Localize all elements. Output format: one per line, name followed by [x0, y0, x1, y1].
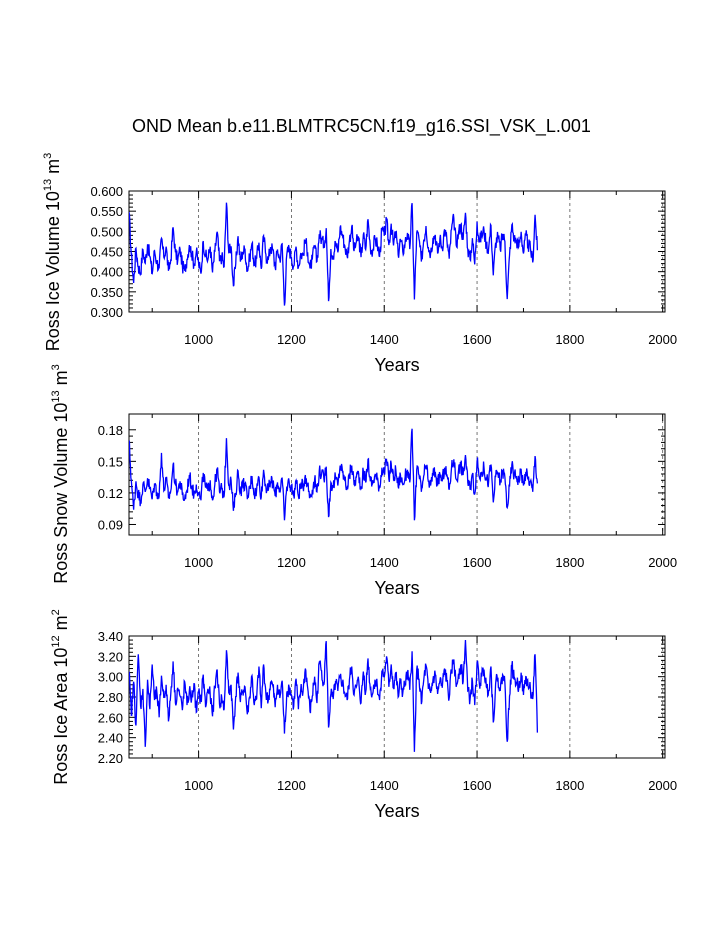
y-tick-label: 0.350 [90, 285, 123, 300]
x-tick-label: 1400 [370, 778, 399, 793]
chart-snow-volume: 0.09 0.12 0.15 0.18 1000 1200 1400 1600 1800 200… [50, 364, 677, 598]
x-tick-label: 1800 [555, 778, 584, 793]
x-tick-labels: 1000 1200 1400 1600 1800 2000 [184, 555, 677, 570]
y-tick-labels: 0.09 0.12 0.15 0.18 [98, 423, 123, 533]
x-tick-label: 2000 [648, 555, 677, 570]
series-line [129, 202, 539, 306]
y-tick-label: 0.09 [98, 517, 123, 532]
x-tick-label: 1600 [463, 332, 492, 347]
x-axis-label: Years [374, 578, 419, 598]
y-tick-label: 0.550 [90, 204, 123, 219]
ticks [129, 635, 665, 759]
x-tick-label: 1200 [277, 778, 306, 793]
series-line [129, 640, 539, 752]
x-tick-labels: 1000 1200 1400 1600 1800 2000 [184, 778, 677, 793]
x-tick-label: 1600 [463, 778, 492, 793]
chart-ice-volume: 0.300 0.350 0.400 0.450 0.500 0.550 0.600 1000… [42, 153, 677, 375]
y-tick-label: 3.40 [98, 629, 123, 644]
x-tick-label: 1000 [184, 332, 213, 347]
plot-area-frame [128, 635, 666, 759]
y-tick-label: 2.20 [98, 751, 123, 766]
x-tick-label: 2000 [648, 332, 677, 347]
chart-ice-area: 2.20 2.40 2.60 2.80 3.00 3.20 3.40 1000 1200 140… [50, 609, 677, 821]
y-tick-label: 0.15 [98, 454, 123, 469]
x-tick-label: 2000 [648, 778, 677, 793]
y-tick-labels: 2.20 2.40 2.60 2.80 3.00 3.20 3.40 [98, 629, 123, 766]
x-tick-label: 1000 [184, 555, 213, 570]
x-tick-label: 1200 [277, 332, 306, 347]
ticks [129, 414, 665, 535]
x-tick-label: 1400 [370, 332, 399, 347]
x-axis-label: Years [374, 801, 419, 821]
plot-area-frame [128, 413, 666, 536]
x-tick-label: 1600 [463, 555, 492, 570]
x-tick-label: 1000 [184, 778, 213, 793]
series-line [129, 428, 539, 521]
y-tick-label: 3.00 [98, 670, 123, 685]
y-tick-label: 0.450 [90, 245, 123, 260]
y-axis-label: Ross Snow Volume 1013 m3 [50, 364, 71, 583]
y-tick-label: 0.400 [90, 265, 123, 280]
x-tick-label: 1200 [277, 555, 306, 570]
y-axis-label: Ross Ice Area 1012 m2 [50, 609, 71, 784]
page-title: OND Mean b.e11.BLMTRC5CN.f19_g16.SSI_VSK… [132, 116, 591, 136]
y-tick-label: 0.600 [90, 184, 123, 199]
x-axis-label: Years [374, 355, 419, 375]
y-tick-label: 0.500 [90, 224, 123, 239]
y-tick-label: 0.18 [98, 423, 123, 438]
x-tick-label: 1800 [555, 555, 584, 570]
x-tick-labels: 1000 1200 1400 1600 1800 2000 [184, 332, 677, 347]
x-tick-label: 1400 [370, 555, 399, 570]
y-tick-label: 2.40 [98, 731, 123, 746]
y-tick-label: 0.300 [90, 305, 123, 320]
x-gridlines [198, 414, 664, 535]
y-tick-label: 2.80 [98, 690, 123, 705]
y-tick-label: 0.12 [98, 486, 123, 501]
y-tick-label: 3.20 [98, 649, 123, 664]
y-tick-labels: 0.300 0.350 0.400 0.450 0.500 0.550 0.600 [90, 184, 123, 320]
x-tick-label: 1800 [555, 332, 584, 347]
y-axis-label: Ross Ice Volume 1013 m3 [42, 153, 63, 351]
y-tick-label: 2.60 [98, 710, 123, 725]
